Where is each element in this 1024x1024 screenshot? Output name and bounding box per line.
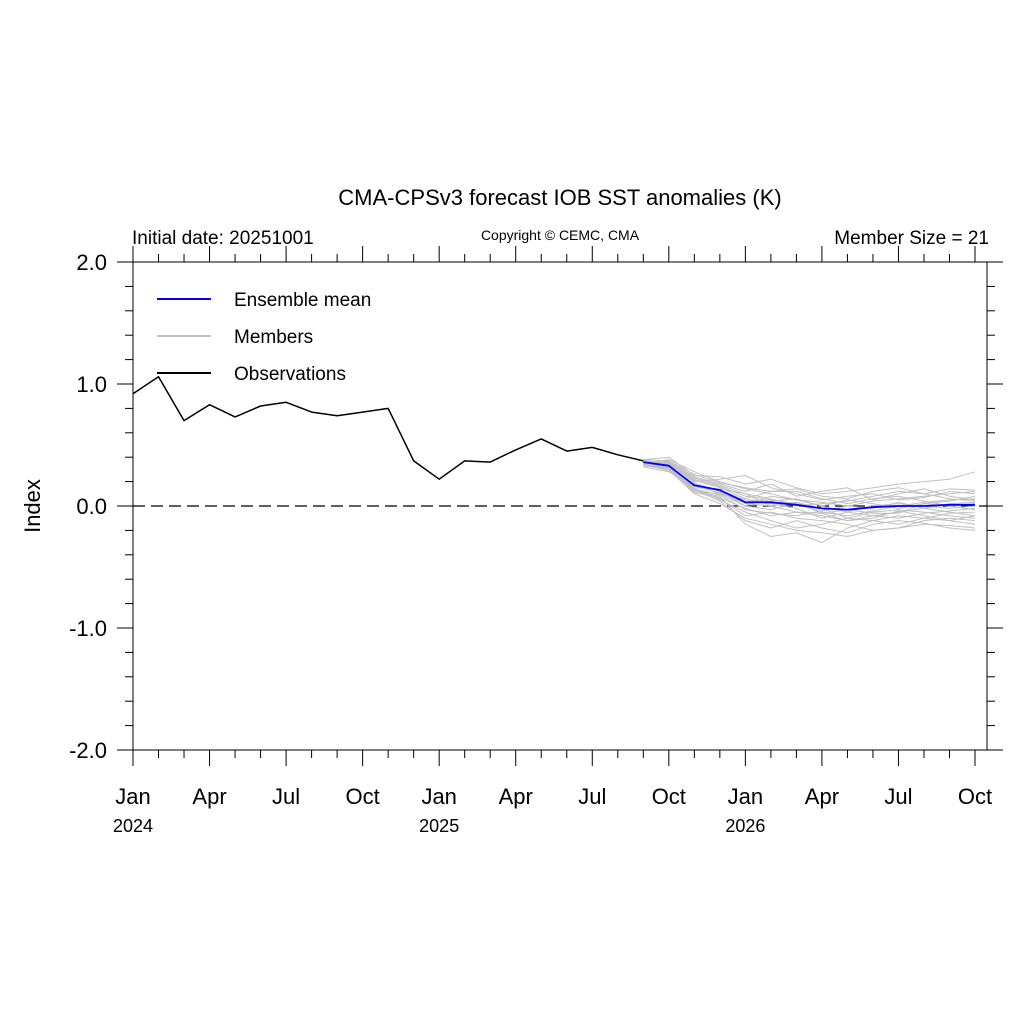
legend: Ensemble mean Members Observations <box>157 290 371 385</box>
member-line-2 <box>643 465 976 537</box>
x-tick-label: Jan <box>421 784 456 809</box>
x-tick-label: Jan <box>728 784 763 809</box>
x-year-label: 2026 <box>725 816 765 836</box>
axes: 2.0 1.0 0.0 -1.0 -2.0 Jan 2024 Apr Jul Oct Jan 2025… <box>69 246 1003 836</box>
observations-series <box>132 375 644 480</box>
y-tick-label: 0.0 <box>76 494 107 519</box>
x-tick-label: Oct <box>958 784 992 809</box>
x-tick-label: Oct <box>652 784 686 809</box>
x-tick-label: Jul <box>884 784 912 809</box>
x-year-label: 2024 <box>113 816 153 836</box>
y-axis-label: Index <box>20 479 45 533</box>
x-year-label: 2025 <box>419 816 459 836</box>
chart-title: CMA-CPSv3 forecast IOB SST anomalies (K) <box>338 185 781 210</box>
member-line-16 <box>643 461 976 507</box>
member-line-13 <box>643 460 976 522</box>
initial-date-label: Initial date: 20251001 <box>132 228 314 249</box>
x-tick-label: Apr <box>192 784 226 809</box>
y-tick-label: 2.0 <box>76 250 107 275</box>
x-tick-label: Jan <box>115 784 150 809</box>
ensemble-mean-line <box>643 461 975 511</box>
legend-label: Observations <box>234 364 346 385</box>
member-line-15 <box>643 461 976 534</box>
x-tick-label: Jul <box>272 784 300 809</box>
copyright-label: Copyright © CEMC, CMA <box>481 227 640 243</box>
member-line-17 <box>643 464 976 522</box>
member-line-1 <box>643 459 976 507</box>
legend-label: Members <box>234 327 313 348</box>
member-line-10 <box>643 461 976 531</box>
y-tick-label: -2.0 <box>69 738 107 763</box>
observations-line <box>132 375 644 480</box>
x-tick-label: Jul <box>578 784 606 809</box>
member-line-19 <box>643 459 976 502</box>
y-tick-label: -1.0 <box>69 616 107 641</box>
x-tick-label: Oct <box>346 784 380 809</box>
ensemble-mean-series <box>643 461 975 511</box>
member-line-14 <box>643 464 976 511</box>
members-series <box>643 456 976 544</box>
member-size-label: Member Size = 21 <box>834 228 989 249</box>
x-tick-label: Apr <box>499 784 533 809</box>
x-tick-label: Apr <box>805 784 839 809</box>
legend-label: Ensemble mean <box>234 290 371 311</box>
y-tick-label: 1.0 <box>76 372 107 397</box>
member-line-20 <box>643 465 976 517</box>
member-line-11 <box>643 460 976 501</box>
